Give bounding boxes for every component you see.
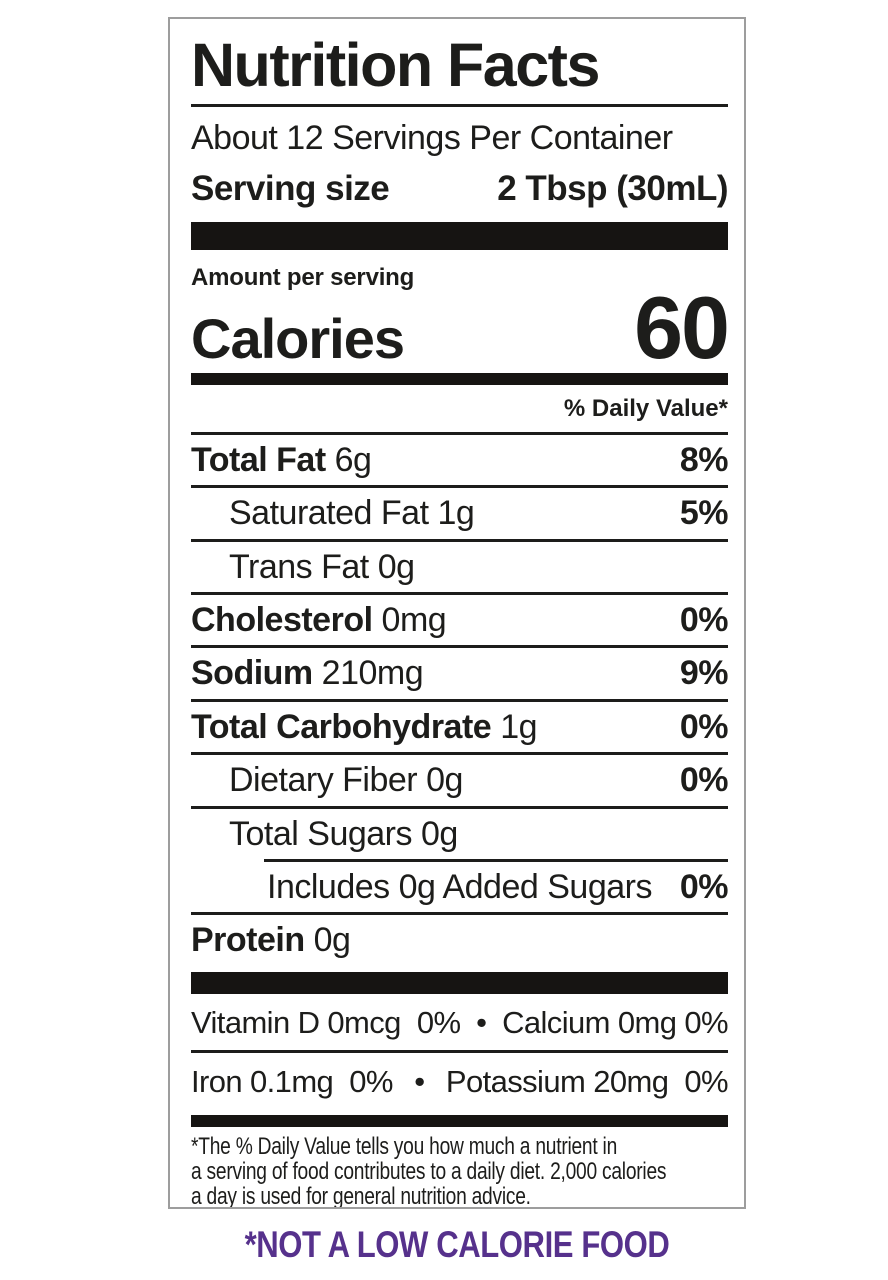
nutrient-dv: 0% — [679, 601, 729, 640]
calories-row: Calories 60 — [191, 278, 730, 378]
nutrient-name: Trans Fat — [229, 547, 369, 586]
footnote-line: *The % Daily Value tells you how much a … — [191, 1132, 618, 1160]
nutrient-amount: 0g — [313, 921, 351, 960]
daily-value-header: % Daily Value* — [191, 385, 728, 436]
nutrient-row-saturated-fat: Saturated Fat 1g 5% — [191, 488, 729, 542]
micro-right: Potassium 20mg 0% — [445, 1063, 729, 1099]
serving-size-row: Serving size 2 Tbsp (30mL) — [191, 155, 728, 206]
daily-value-footnote: *The % Daily Value tells you how much a … — [191, 1127, 728, 1209]
total-sugars-rule — [264, 858, 728, 862]
nutrient-row-trans-fat: Trans Fat 0g — [191, 542, 728, 596]
title-rule — [191, 104, 728, 108]
nutrient-row-added-sugars: Includes 0g Added Sugars 0% — [191, 862, 729, 916]
separator-bar-thick — [191, 222, 728, 251]
nutrient-amount: 1g — [500, 707, 538, 746]
nutrient-dv: 0% — [679, 867, 729, 906]
nutrient-row-protein: Protein 0g — [191, 915, 728, 965]
nutrient-amount: 6g — [334, 441, 372, 480]
nutrient-dv: 0% — [679, 761, 729, 800]
nutrient-dv: 5% — [679, 494, 729, 533]
nutrient-row-total-carbohydrate: Total Carbohydrate 1g 0% — [191, 702, 729, 756]
nutrient-name: Protein — [191, 921, 305, 960]
bullet-separator: • — [476, 1004, 487, 1040]
nutrient-name: Total Fat — [191, 441, 326, 480]
nutrient-row-total-sugars: Total Sugars 0g — [191, 809, 728, 859]
servings-per-container: About 12 Servings Per Container — [191, 119, 673, 158]
nutrient-name: Includes 0g Added Sugars — [267, 867, 652, 906]
nutrient-row-sodium: Sodium 210mg 9% — [191, 648, 729, 702]
nutrient-amount: 0g — [421, 814, 458, 853]
calories-value: 60 — [634, 278, 730, 378]
footnote-line: a serving of food contributes to a daily… — [191, 1157, 667, 1185]
micro-left: Iron 0.1mg 0% — [191, 1063, 393, 1099]
footnote-line: a day is used for general nutrition advi… — [191, 1182, 531, 1209]
calories-rule — [191, 373, 728, 386]
micro-left: Vitamin D 0mcg 0% — [191, 1004, 461, 1040]
nutrient-amount: 210mg — [321, 654, 424, 693]
nutrition-facts-label: Nutrition Facts About 12 Servings Per Co… — [168, 17, 746, 1209]
serving-size-label: Serving size — [191, 169, 390, 209]
nutrient-amount: 0g — [377, 547, 415, 586]
micro-right: Calcium 0mg 0% — [502, 1004, 729, 1040]
nutrient-row-cholesterol: Cholesterol 0mg 0% — [191, 595, 729, 649]
nutrient-row-total-fat: Total Fat 6g 8% — [191, 435, 729, 489]
nutrient-name: Cholesterol — [191, 601, 373, 640]
nutrient-name: Sodium — [191, 654, 313, 693]
nutrient-row-dietary-fiber: Dietary Fiber 0g 0% — [191, 755, 729, 809]
nutrient-amount: 1g — [437, 494, 475, 533]
amount-per-serving-label: Amount per serving — [191, 264, 415, 292]
nutrient-name: Total Sugars — [229, 814, 413, 853]
separator-bar-small — [191, 1114, 728, 1127]
label-title: Nutrition Facts — [191, 31, 600, 99]
nutrient-name: Dietary Fiber — [229, 761, 418, 800]
nutrient-amount: 0g — [426, 761, 463, 800]
calories-label: Calories — [191, 307, 405, 371]
serving-size-value: 2 Tbsp (30mL) — [497, 169, 728, 209]
micronutrient-row-1: Vitamin D 0mcg 0% • Calcium 0mg 0% — [191, 994, 729, 1053]
separator-bar-medium — [191, 971, 728, 994]
not-low-calorie-note: *NOT A LOW CALORIE FOOD — [244, 1224, 670, 1265]
nutrient-name: Total Carbohydrate — [191, 707, 492, 746]
nutrient-name: Saturated Fat — [229, 494, 429, 533]
nutrient-amount: 0mg — [381, 601, 447, 640]
nutrient-dv: 9% — [679, 654, 729, 693]
nutrient-dv: 0% — [679, 707, 729, 746]
micronutrient-row-2: Iron 0.1mg 0% • Potassium 20mg 0% — [191, 1053, 729, 1109]
bullet-separator: • — [414, 1063, 425, 1099]
nutrient-dv: 8% — [679, 441, 729, 480]
